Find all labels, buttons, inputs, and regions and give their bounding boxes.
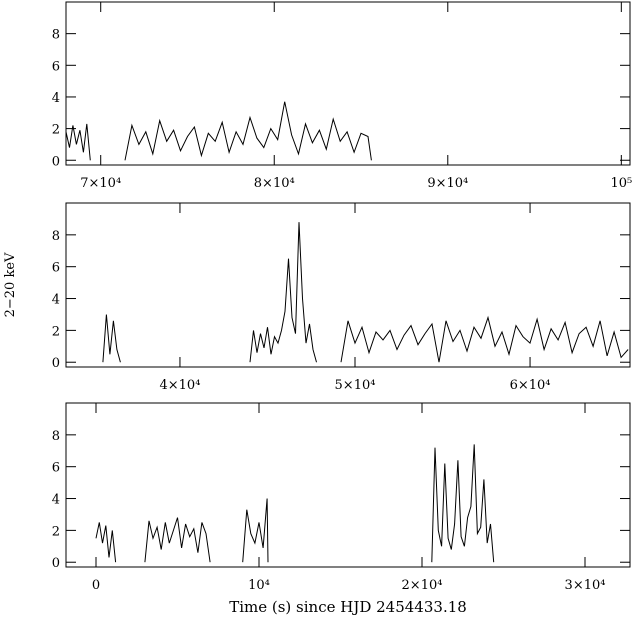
- x-tick-label: 9×10⁴: [427, 176, 468, 191]
- x-tick-label: 3×10⁴: [565, 578, 606, 593]
- y-tick-label: 6: [52, 59, 60, 74]
- x-tick-label: 2×10⁴: [402, 578, 443, 593]
- y-tick-label: 2: [52, 324, 60, 339]
- light-curve: [65, 101, 372, 161]
- y-tick-label: 2: [52, 123, 60, 138]
- plot-frame: [65, 202, 631, 368]
- x-tick-label: 8×10⁴: [254, 176, 295, 191]
- x-tick-label: 0: [92, 578, 100, 593]
- y-axis-title: 2−20 keV: [3, 252, 18, 317]
- x-tick-label: 10⁵: [610, 176, 632, 191]
- plot-frame: [65, 402, 631, 568]
- y-tick-label: 0: [52, 556, 60, 571]
- y-tick-label: 4: [52, 293, 60, 308]
- x-tick-label: 4×10⁴: [159, 378, 200, 393]
- y-tick-label: 8: [52, 229, 60, 244]
- y-tick-label: 0: [52, 154, 60, 169]
- y-tick-label: 4: [52, 91, 60, 106]
- x-axis-title: Time (s) since HJD 2454433.18: [229, 598, 467, 616]
- y-tick-label: 2: [52, 524, 60, 539]
- y-tick-label: 8: [52, 28, 60, 43]
- y-tick-label: 6: [52, 461, 60, 476]
- y-tick-label: 6: [52, 261, 60, 276]
- light-curve: [102, 222, 629, 363]
- x-tick-label: 10⁴: [248, 578, 270, 593]
- plot-frame: [65, 1, 631, 166]
- y-tick-label: 4: [52, 493, 60, 508]
- y-tick-label: 8: [52, 429, 60, 444]
- x-tick-label: 7×10⁴: [80, 176, 121, 191]
- x-tick-label: 6×10⁴: [510, 378, 551, 393]
- x-tick-label: 5×10⁴: [335, 378, 376, 393]
- light-curve: [95, 444, 495, 563]
- y-tick-label: 0: [52, 356, 60, 371]
